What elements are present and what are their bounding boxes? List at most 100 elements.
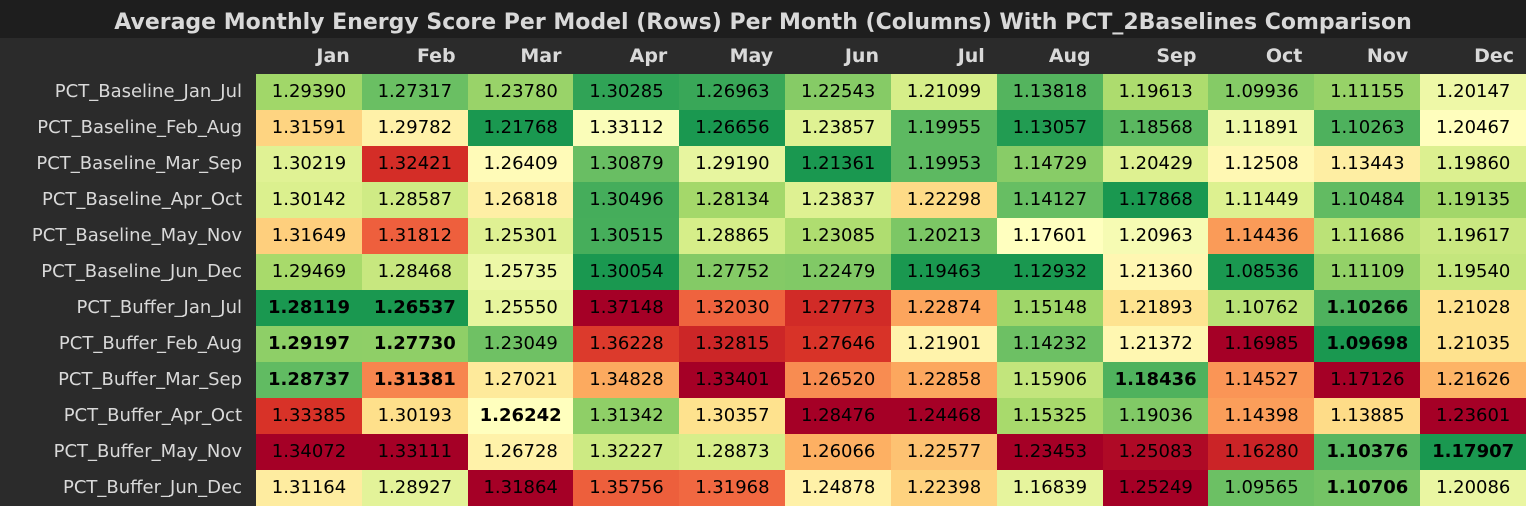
heatmap-cell: 1.14436 [1208, 218, 1315, 254]
heatmap-cell: 1.23780 [467, 74, 574, 110]
heatmap-cell: 1.26537 [361, 290, 468, 326]
heatmap-cell: 1.31864 [467, 470, 574, 506]
heatmap-cell: 1.20963 [1102, 218, 1209, 254]
heatmap-cell: 1.25550 [467, 290, 574, 326]
heatmap-cell: 1.26066 [785, 434, 892, 470]
heatmap-cell: 1.27021 [467, 362, 574, 398]
heatmap-cell: 1.32421 [361, 146, 468, 182]
heatmap-cell: 1.14729 [996, 146, 1103, 182]
column-header-aug: Aug [1048, 45, 1091, 67]
heatmap-cell: 1.19613 [1102, 74, 1209, 110]
heatmap-cell: 1.34828 [573, 362, 680, 398]
heatmap-cell: 1.20147 [1420, 74, 1526, 110]
row-label: PCT_Baseline_May_Nov [31, 225, 242, 246]
heatmap-cell: 1.22543 [785, 74, 892, 110]
row-header-band [0, 74, 256, 506]
heatmap-cell: 1.30357 [679, 398, 786, 434]
column-header-oct: Oct [1265, 45, 1303, 67]
heatmap-cell: 1.29469 [256, 254, 362, 290]
heatmap-cell: 1.21028 [1420, 290, 1526, 326]
column-header-jan: Jan [316, 45, 350, 67]
column-header-dec: Dec [1474, 45, 1514, 67]
heatmap-cell: 1.21768 [467, 110, 574, 146]
heatmap-cell: 1.28865 [679, 218, 786, 254]
heatmap-cell: 1.22874 [890, 290, 997, 326]
column-header-apr: Apr [629, 45, 668, 67]
heatmap-cell: 1.10706 [1314, 470, 1421, 506]
heatmap-cell: 1.28737 [256, 362, 362, 398]
heatmap-cell: 1.12932 [996, 254, 1103, 290]
heatmap-cell: 1.21901 [890, 326, 997, 362]
heatmap-cell: 1.24878 [785, 470, 892, 506]
heatmap-cell: 1.30054 [573, 254, 680, 290]
heatmap-cell: 1.21035 [1420, 326, 1526, 362]
heatmap-cell: 1.33385 [256, 398, 362, 434]
heatmap-cell: 1.35756 [573, 470, 680, 506]
heatmap-cell: 1.25083 [1102, 434, 1209, 470]
heatmap-cell: 1.32030 [679, 290, 786, 326]
heatmap-cell: 1.32227 [573, 434, 680, 470]
heatmap-cell: 1.26520 [785, 362, 892, 398]
heatmap-cell: 1.13885 [1314, 398, 1421, 434]
column-header-nov: Nov [1366, 45, 1409, 67]
heatmap-cell: 1.31649 [256, 218, 362, 254]
heatmap-cell: 1.17868 [1102, 182, 1209, 218]
heatmap-cell: 1.28134 [679, 182, 786, 218]
heatmap-cell: 1.11449 [1208, 182, 1315, 218]
heatmap-cell: 1.15325 [996, 398, 1103, 434]
heatmap-cell: 1.26656 [679, 110, 786, 146]
heatmap-cell: 1.30515 [573, 218, 680, 254]
heatmap-cell: 1.18568 [1102, 110, 1209, 146]
heatmap-cell: 1.14398 [1208, 398, 1315, 434]
heatmap-cell: 1.26818 [467, 182, 574, 218]
heatmap-cell: 1.26409 [467, 146, 574, 182]
heatmap-cell: 1.19036 [1102, 398, 1209, 434]
heatmap-cell: 1.09936 [1208, 74, 1315, 110]
heatmap-cell: 1.11109 [1314, 254, 1421, 290]
heatmap-cell: 1.30142 [256, 182, 362, 218]
heatmap-cell: 1.27730 [361, 326, 468, 362]
heatmap-cell: 1.21893 [1102, 290, 1209, 326]
row-label: PCT_Buffer_Feb_Aug [58, 333, 242, 354]
heatmap-cell: 1.08536 [1208, 254, 1315, 290]
heatmap-cell: 1.27773 [785, 290, 892, 326]
chart-title: Average Monthly Energy Score Per Model (… [114, 10, 1412, 35]
heatmap-cell: 1.10263 [1314, 110, 1421, 146]
row-label: PCT_Buffer_Jan_Jul [76, 297, 242, 318]
heatmap-cell: 1.37148 [573, 290, 680, 326]
heatmap-cell: 1.28476 [785, 398, 892, 434]
column-header-feb: Feb [416, 45, 456, 67]
heatmap-cell: 1.14127 [996, 182, 1103, 218]
heatmap-cell: 1.16985 [1208, 326, 1315, 362]
heatmap-cell: 1.30879 [573, 146, 680, 182]
heatmap-cell: 1.21099 [890, 74, 997, 110]
heatmap-cell: 1.20467 [1420, 110, 1526, 146]
column-header-jul: Jul [957, 45, 985, 67]
column-header-may: May [729, 45, 774, 67]
row-label: PCT_Baseline_Apr_Oct [42, 189, 242, 210]
heatmap-cell: 1.26242 [467, 398, 574, 434]
heatmap-cell: 1.21626 [1420, 362, 1526, 398]
heatmap-cell: 1.23049 [467, 326, 574, 362]
heatmap-cell: 1.09698 [1314, 326, 1421, 362]
heatmap-cell: 1.26728 [467, 434, 574, 470]
heatmap-cell: 1.10266 [1314, 290, 1421, 326]
heatmap-cell: 1.28873 [679, 434, 786, 470]
heatmap-cell: 1.18436 [1102, 362, 1209, 398]
heatmap-cell: 1.22298 [890, 182, 997, 218]
heatmap-cell: 1.31164 [256, 470, 362, 506]
heatmap-cell: 1.19955 [890, 110, 997, 146]
heatmap-cell: 1.28468 [361, 254, 468, 290]
heatmap-cell: 1.33112 [573, 110, 680, 146]
heatmap-cell: 1.21361 [785, 146, 892, 182]
heatmap-cell: 1.31812 [361, 218, 468, 254]
heatmap-cell: 1.32815 [679, 326, 786, 362]
heatmap-cell: 1.19617 [1420, 218, 1526, 254]
heatmap-cell: 1.14232 [996, 326, 1103, 362]
row-label: PCT_Baseline_Jan_Jul [54, 81, 242, 102]
heatmap-cell: 1.33111 [361, 434, 468, 470]
heatmap-cell: 1.09565 [1208, 470, 1315, 506]
heatmap-cell: 1.19860 [1420, 146, 1526, 182]
heatmap-cell: 1.27646 [785, 326, 892, 362]
heatmap-cell: 1.19135 [1420, 182, 1526, 218]
